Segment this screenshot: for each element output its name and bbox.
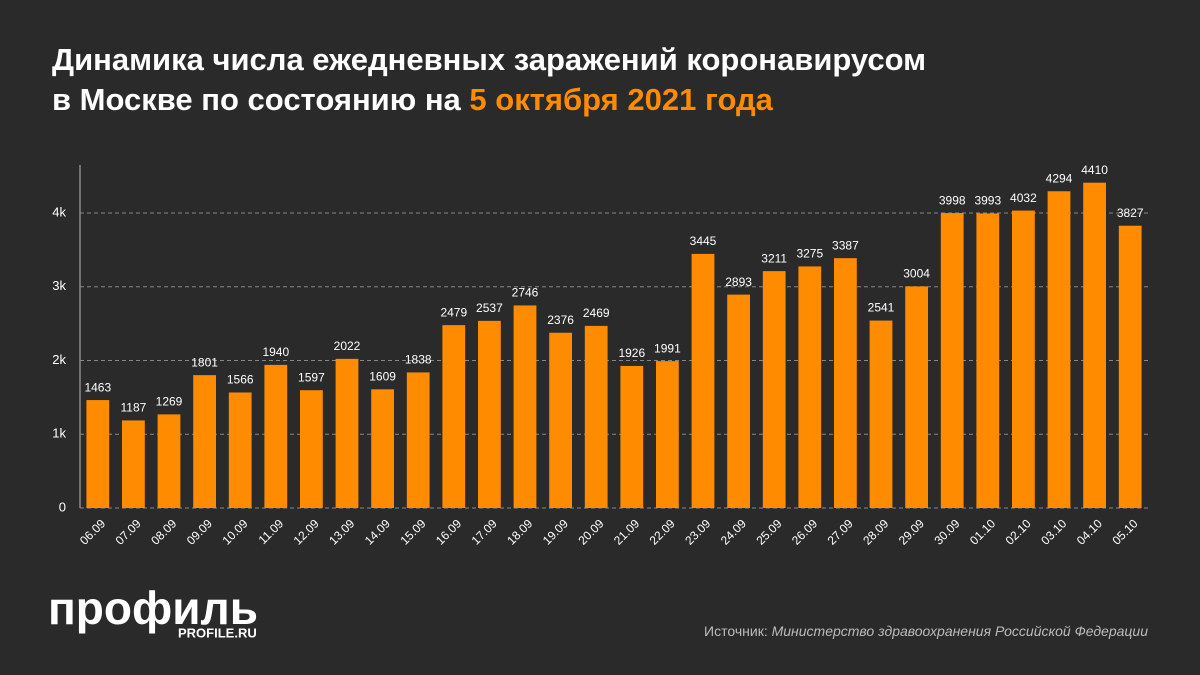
logo-site: PROFILE.RU (178, 625, 257, 640)
value-label: 3275 (796, 247, 823, 261)
bar (549, 332, 572, 508)
value-label: 1597 (298, 370, 325, 384)
chart-title-highlight: 5 октября 2021 года (469, 82, 773, 117)
value-label: 1609 (369, 369, 396, 383)
value-label: 4410 (1081, 163, 1108, 177)
chart-title-part: в Москве по состоянию на (52, 82, 462, 117)
value-label: 3827 (1117, 206, 1144, 220)
bar (762, 271, 786, 508)
bar (1047, 191, 1071, 509)
bar (727, 294, 750, 508)
bar (691, 253, 715, 508)
bar (1118, 225, 1142, 508)
bar (86, 400, 110, 508)
value-label: 2746 (512, 286, 539, 300)
bar (869, 320, 893, 508)
value-label: 1991 (654, 341, 681, 355)
bar (193, 375, 216, 508)
value-label: 2376 (547, 313, 574, 327)
value-label: 3993 (974, 194, 1001, 208)
value-label: 1940 (262, 345, 289, 359)
bar (656, 361, 679, 508)
value-label: 1838 (405, 353, 432, 367)
bar (513, 305, 537, 508)
chart-title: Динамика числа ежедневных заражений коро… (52, 42, 926, 77)
y-tick-label: 1k (52, 426, 66, 441)
bar (371, 389, 394, 508)
y-tick-label: 2k (52, 352, 66, 367)
value-label: 2893 (725, 275, 752, 289)
value-label: 2537 (476, 301, 503, 315)
value-label: 2541 (868, 301, 895, 315)
bar (300, 390, 323, 508)
bar (122, 420, 145, 508)
value-label: 3211 (761, 251, 787, 265)
value-label: 4032 (1010, 191, 1037, 205)
value-label: 1926 (618, 346, 645, 360)
logo: профиль (48, 582, 258, 634)
bar (157, 414, 181, 508)
bar (228, 392, 252, 508)
y-tick-label: 0 (59, 499, 66, 514)
value-label: 4294 (1046, 171, 1073, 185)
bar (620, 365, 644, 508)
y-tick-label: 3k (52, 278, 66, 293)
bar (940, 213, 964, 509)
bar (584, 325, 608, 508)
bar (1083, 182, 1106, 508)
bar (335, 358, 359, 508)
bar (264, 364, 288, 508)
bar (905, 286, 928, 508)
value-label: 3004 (903, 267, 930, 281)
bar (442, 325, 466, 508)
y-tick-label: 4k (52, 204, 66, 219)
source-label: Источник: (704, 623, 768, 639)
bar (478, 320, 501, 508)
value-label: 1463 (84, 380, 111, 394)
source: Источник: Министерство здравоохранения Р… (704, 623, 1148, 639)
value-label: 2479 (440, 305, 467, 319)
value-label: 3387 (832, 238, 859, 252)
value-label: 3445 (690, 234, 717, 248)
value-label: 2022 (334, 339, 361, 353)
value-label: 1566 (227, 373, 254, 387)
bar (1012, 210, 1035, 508)
value-label: 1187 (120, 401, 146, 415)
value-label: 3998 (939, 193, 966, 207)
bar (798, 266, 822, 508)
value-label: 2469 (583, 306, 610, 320)
chart-title: в Москве по состоянию на 5 октября 2021 … (52, 82, 774, 117)
bar (976, 213, 1000, 508)
source-text: Министерство здравоохранения Российской … (772, 623, 1149, 639)
value-label: 1269 (156, 395, 183, 409)
bar (406, 372, 430, 508)
value-label: 1801 (191, 355, 218, 369)
bar (834, 258, 857, 508)
